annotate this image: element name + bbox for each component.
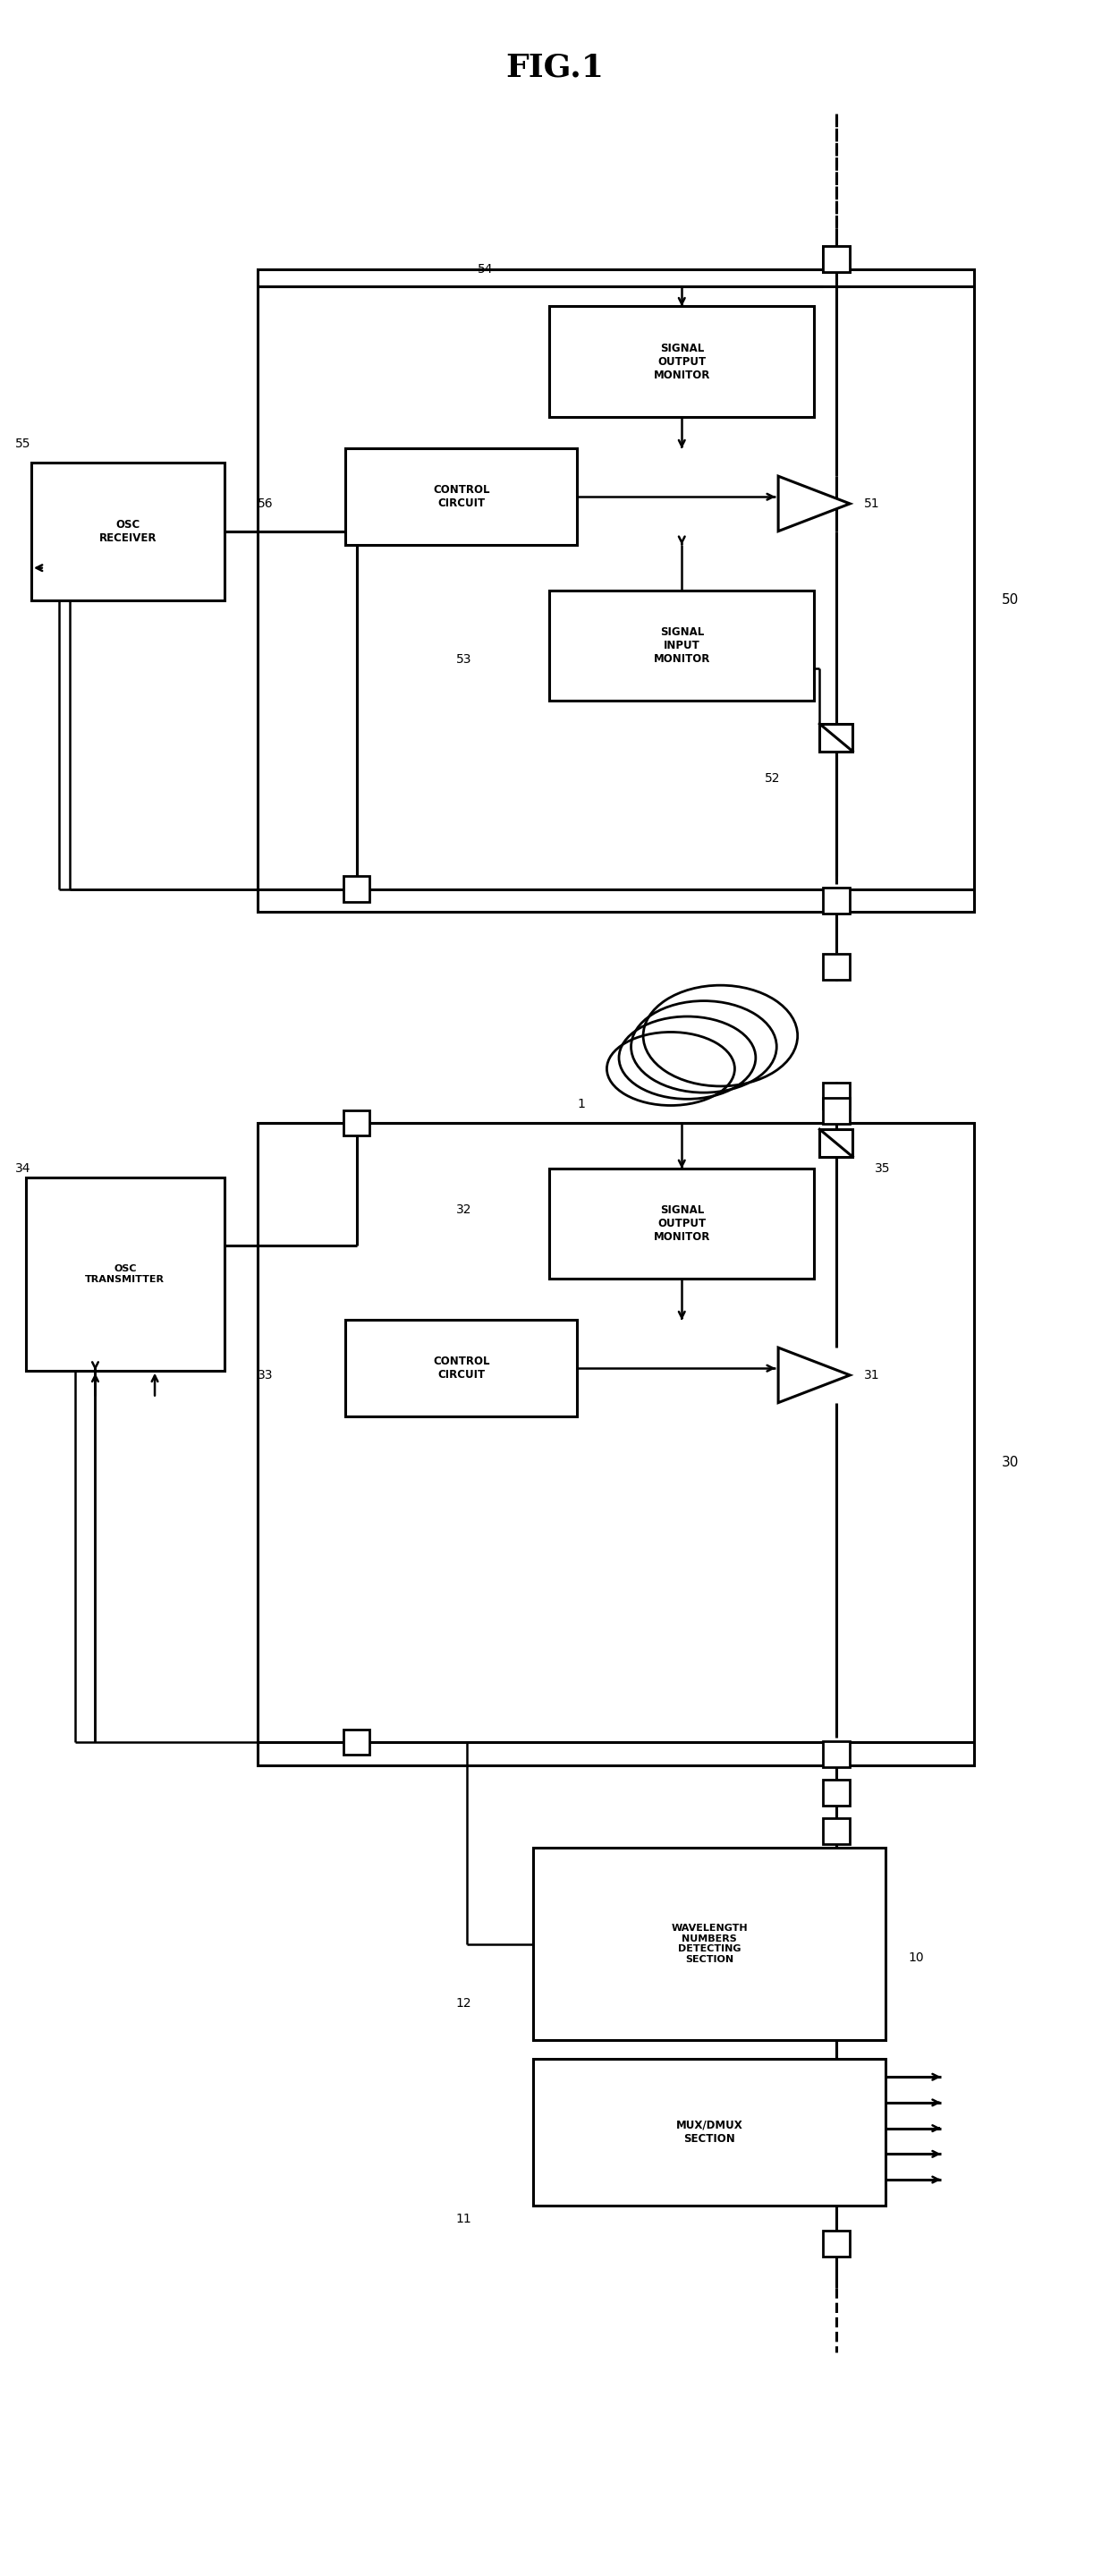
Text: 32: 32: [456, 1203, 472, 1216]
Text: CONTROL
CIRCUIT: CONTROL CIRCUIT: [433, 1355, 490, 1381]
Bar: [31, 464, 224, 600]
Text: 34: 34: [14, 1162, 30, 1175]
Bar: [823, 245, 849, 270]
Polygon shape: [778, 1347, 850, 1404]
Bar: [823, 1097, 849, 1123]
Text: 10: 10: [908, 1953, 924, 1963]
Bar: [823, 1819, 849, 1844]
Bar: [343, 876, 370, 902]
Text: 33: 33: [258, 1368, 273, 1381]
Bar: [345, 448, 577, 546]
Text: CONTROL
CIRCUIT: CONTROL CIRCUIT: [433, 484, 490, 510]
Bar: [823, 1780, 849, 1806]
Bar: [345, 1319, 577, 1417]
Bar: [823, 1741, 849, 1767]
Bar: [823, 245, 849, 270]
Bar: [533, 1847, 886, 2040]
Text: 52: 52: [765, 773, 780, 786]
Text: 31: 31: [864, 1368, 879, 1381]
Text: 35: 35: [875, 1162, 890, 1175]
Text: 30: 30: [1001, 1455, 1019, 1468]
Polygon shape: [778, 477, 850, 531]
Bar: [819, 724, 852, 752]
Bar: [823, 1082, 849, 1108]
Text: SIGNAL
INPUT
MONITOR: SIGNAL INPUT MONITOR: [654, 626, 710, 665]
Bar: [549, 307, 814, 417]
Bar: [823, 953, 849, 979]
Text: 50: 50: [1001, 592, 1019, 608]
Text: 12: 12: [456, 1996, 472, 2009]
Bar: [819, 1128, 852, 1157]
Text: 56: 56: [258, 497, 273, 510]
Text: SIGNAL
OUTPUT
MONITOR: SIGNAL OUTPUT MONITOR: [654, 1206, 710, 1244]
Text: WAVELENGTH
NUMBERS
DETECTING
SECTION: WAVELENGTH NUMBERS DETECTING SECTION: [672, 1924, 748, 1963]
Bar: [823, 2231, 849, 2257]
Bar: [258, 270, 973, 912]
Bar: [533, 2058, 886, 2205]
Bar: [823, 889, 849, 914]
Bar: [823, 245, 849, 270]
Text: 51: 51: [864, 497, 879, 510]
Text: SIGNAL
OUTPUT
MONITOR: SIGNAL OUTPUT MONITOR: [654, 343, 710, 381]
Bar: [549, 590, 814, 701]
Text: 11: 11: [456, 2213, 472, 2226]
Text: FIG.1: FIG.1: [506, 52, 604, 82]
Text: 54: 54: [477, 263, 494, 276]
Text: OSC
RECEIVER: OSC RECEIVER: [99, 518, 157, 544]
Text: 53: 53: [456, 654, 472, 665]
Bar: [343, 1728, 370, 1754]
Text: OSC
TRANSMITTER: OSC TRANSMITTER: [85, 1265, 164, 1283]
Bar: [549, 1170, 814, 1278]
Bar: [343, 1110, 370, 1136]
Text: MUX/DMUX
SECTION: MUX/DMUX SECTION: [676, 2120, 743, 2143]
Bar: [258, 1123, 973, 1765]
Text: 1: 1: [577, 1097, 585, 1110]
Bar: [26, 1177, 224, 1370]
Text: 55: 55: [14, 438, 30, 451]
